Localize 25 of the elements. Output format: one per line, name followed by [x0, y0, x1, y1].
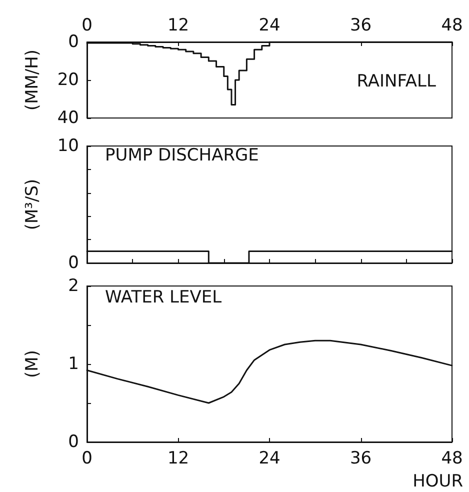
y-axis-title: (M³/S): [22, 178, 42, 230]
x-tick-label: 24: [258, 448, 280, 468]
x-tick-label: 0: [82, 448, 92, 468]
x-tick-label: 24: [258, 16, 280, 36]
y-tick-label: 1: [68, 354, 79, 374]
y-tick-label: 0: [68, 32, 79, 52]
x-tick-label: 12: [167, 16, 190, 36]
chart-title: WATER LEVEL: [105, 288, 222, 308]
x-tick-label: 48: [441, 16, 463, 36]
x-tick-label: 48: [441, 448, 463, 468]
y-tick-label: 10: [57, 136, 79, 156]
y-tick-label: 40: [57, 108, 79, 128]
y-tick-label: 2: [68, 276, 79, 296]
y-axis-title: (MM/H): [22, 49, 42, 111]
x-tick-label: 36: [350, 16, 372, 36]
x-tick-label: 36: [350, 448, 372, 468]
chart-title: PUMP DISCHARGE: [105, 146, 259, 166]
y-axis-title: (M): [22, 350, 42, 378]
y-tick-label: 0: [68, 253, 79, 273]
y-tick-label: 20: [57, 70, 79, 90]
x-tick-label: 12: [167, 448, 190, 468]
x-axis-title: HOUR: [412, 472, 464, 492]
text: RAINFALL: [356, 72, 437, 92]
x-tick-label: 0: [82, 16, 92, 36]
y-tick-label: 0: [68, 432, 79, 452]
